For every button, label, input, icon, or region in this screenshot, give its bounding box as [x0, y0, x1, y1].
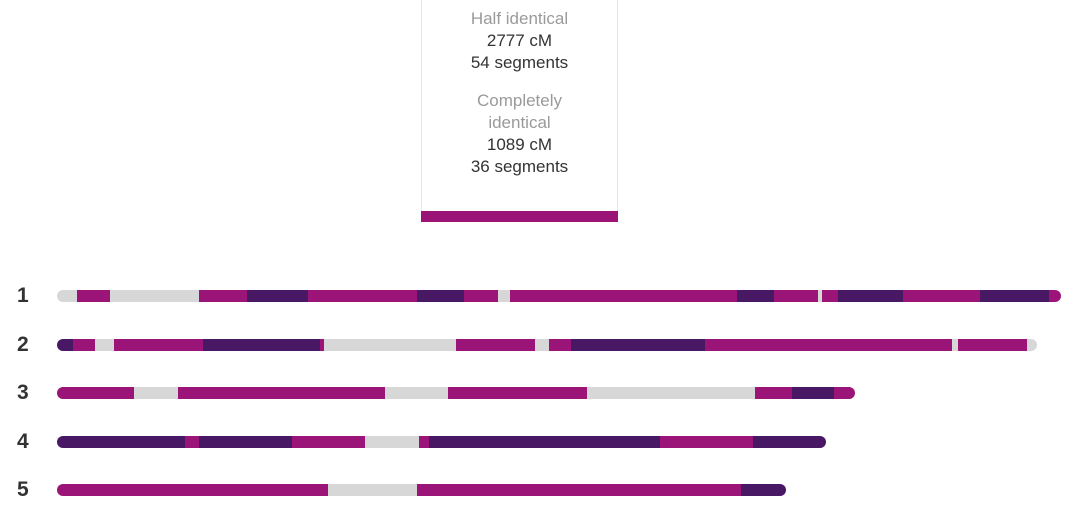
segment-half[interactable] — [834, 387, 855, 399]
summary-card: Half identical 2777 cM 54 segments Compl… — [421, 0, 618, 222]
segment-half[interactable] — [660, 436, 754, 448]
segment-half[interactable] — [184, 436, 200, 448]
chromosome-label: 3 — [17, 381, 29, 404]
completely-identical-stat: Completely identical 1089 cM 36 segments — [422, 90, 617, 178]
chromosome-row-2: 2 — [0, 333, 1075, 356]
segment-half[interactable] — [903, 290, 981, 302]
segment-half[interactable] — [291, 436, 366, 448]
segment-full[interactable] — [741, 484, 786, 496]
chromosome-row-4: 4 — [0, 430, 1075, 453]
segment-full[interactable] — [429, 436, 661, 448]
segment-full[interactable] — [247, 290, 309, 302]
segment-full[interactable] — [57, 339, 74, 351]
segment-half[interactable] — [548, 339, 572, 351]
half-identical-segments: 54 segments — [470, 53, 569, 72]
chromosome-bar[interactable] — [57, 484, 786, 496]
card-accent-bar — [421, 211, 618, 222]
segment-none[interactable] — [818, 290, 823, 302]
segment-half[interactable] — [455, 339, 536, 351]
chromosome-label: 5 — [17, 478, 29, 501]
completely-identical-label-line1: Completely — [476, 91, 563, 110]
completely-identical-segments: 36 segments — [470, 157, 569, 176]
chromosome-row-3: 3 — [0, 381, 1075, 404]
chromosome-row-1: 1 — [0, 284, 1075, 307]
segment-none[interactable] — [133, 387, 179, 399]
chromosome-label: 2 — [17, 333, 29, 356]
segment-none[interactable] — [95, 339, 115, 351]
chromosome-row-5: 5 — [0, 478, 1075, 501]
segment-none[interactable] — [328, 484, 418, 496]
segment-full[interactable] — [737, 290, 775, 302]
segment-half[interactable] — [822, 290, 839, 302]
segment-half[interactable] — [957, 339, 1028, 351]
segment-none[interactable] — [109, 290, 200, 302]
segment-full[interactable] — [838, 290, 904, 302]
completely-identical-label-line2: identical — [488, 113, 551, 132]
segment-half[interactable] — [417, 484, 742, 496]
segment-half[interactable] — [57, 484, 329, 496]
segment-none[interactable] — [384, 387, 449, 399]
segment-full[interactable] — [57, 436, 186, 448]
segment-full[interactable] — [202, 339, 321, 351]
segment-none[interactable] — [534, 339, 550, 351]
segment-half[interactable] — [447, 387, 588, 399]
segment-none[interactable] — [498, 290, 511, 302]
segment-half[interactable] — [1048, 290, 1061, 302]
segment-none[interactable] — [1026, 339, 1037, 351]
half-identical-cm: 2777 cM — [486, 31, 553, 50]
segment-half[interactable] — [463, 290, 499, 302]
chromosome-label: 1 — [17, 284, 29, 307]
chromosome-bar[interactable] — [57, 339, 1037, 351]
segment-none[interactable] — [587, 387, 756, 399]
segment-half[interactable] — [113, 339, 204, 351]
segment-full[interactable] — [571, 339, 706, 351]
segment-half[interactable] — [320, 339, 325, 351]
chromosome-bar[interactable] — [57, 436, 827, 448]
segment-half[interactable] — [57, 387, 135, 399]
segment-none[interactable] — [57, 290, 78, 302]
segment-half[interactable] — [510, 290, 738, 302]
segment-full[interactable] — [753, 436, 827, 448]
chromosome-bar[interactable] — [57, 290, 1061, 302]
segment-half[interactable] — [178, 387, 386, 399]
chromosome-bar[interactable] — [57, 387, 855, 399]
segment-half[interactable] — [704, 339, 953, 351]
completely-identical-cm: 1089 cM — [486, 135, 553, 154]
segment-half[interactable] — [198, 290, 248, 302]
segment-half[interactable] — [773, 290, 819, 302]
segment-full[interactable] — [417, 290, 465, 302]
segment-half[interactable] — [419, 436, 430, 448]
segment-full[interactable] — [980, 290, 1050, 302]
segment-none[interactable] — [364, 436, 420, 448]
segment-half[interactable] — [308, 290, 418, 302]
segment-half[interactable] — [73, 339, 96, 351]
segment-half[interactable] — [755, 387, 793, 399]
segment-full[interactable] — [791, 387, 835, 399]
segment-none[interactable] — [951, 339, 959, 351]
segment-full[interactable] — [198, 436, 293, 448]
segment-half[interactable] — [77, 290, 111, 302]
chromosome-label: 4 — [17, 430, 29, 453]
half-identical-stat: Half identical 2777 cM 54 segments — [422, 8, 617, 74]
half-identical-label: Half identical — [470, 9, 569, 28]
segment-none[interactable] — [324, 339, 457, 351]
